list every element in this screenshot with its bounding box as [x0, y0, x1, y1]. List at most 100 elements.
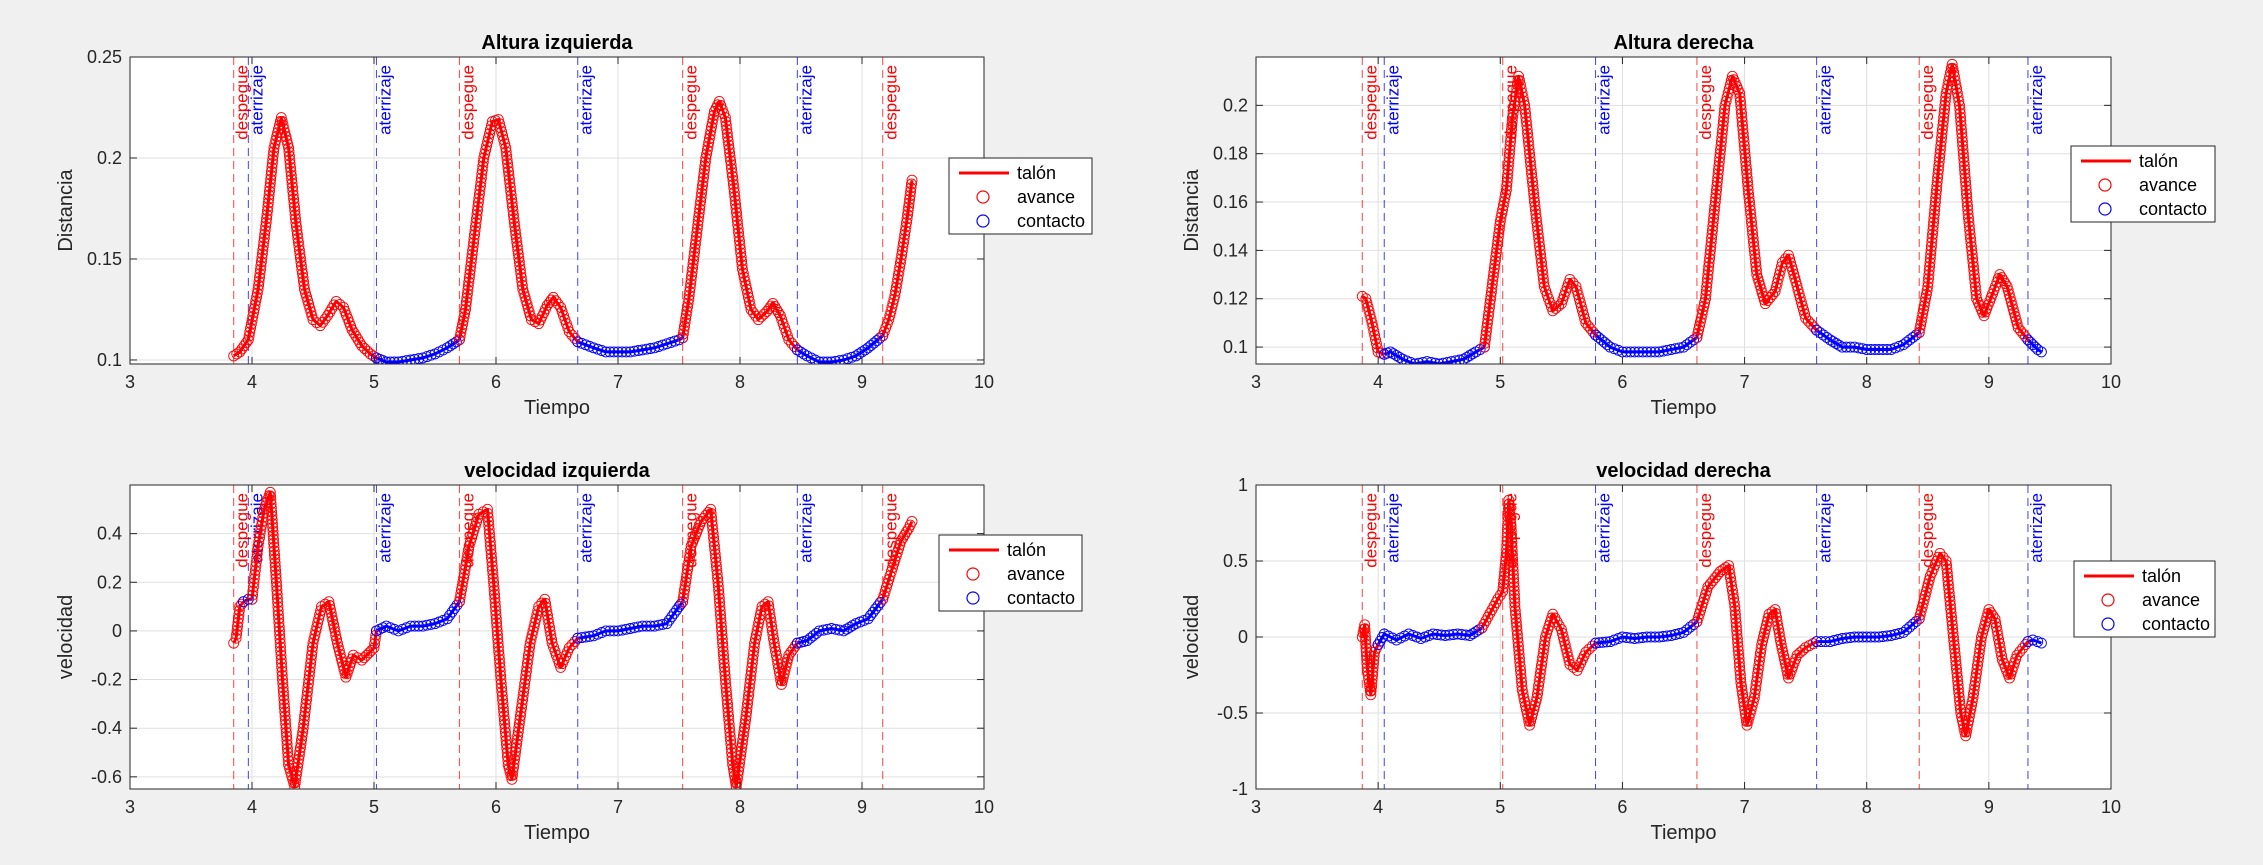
marker-avance: [492, 637, 504, 649]
marker-avance: [1985, 607, 1997, 619]
marker-avance: [478, 152, 490, 164]
marker-avance: [723, 714, 735, 726]
marker-avance: [272, 609, 284, 621]
marker-avance: [471, 516, 482, 528]
marker-avance: [1503, 494, 1515, 506]
marker-avance: [466, 532, 478, 544]
marker-contacto: [1861, 344, 1873, 355]
marker-avance: [735, 247, 747, 259]
marker-avance: [679, 316, 691, 328]
marker-avance: [1956, 132, 1968, 144]
marker-avance: [1946, 58, 1958, 70]
marker-avance: [464, 268, 476, 280]
marker-avance: [254, 268, 266, 280]
marker-contacto: [624, 623, 636, 634]
marker-avance: [1959, 172, 1971, 184]
marker-contacto: [1641, 346, 1653, 358]
marker-avance: [748, 645, 760, 657]
marker-avance: [678, 324, 690, 336]
marker-contacto: [1832, 634, 1844, 645]
marker-avance: [1936, 124, 1948, 135]
marker-avance: [1700, 293, 1711, 305]
marker-avance: [1996, 650, 2008, 662]
marker-avance: [731, 777, 743, 789]
marker-avance: [283, 142, 295, 154]
marker-avance: [472, 205, 483, 216]
marker-avance: [1915, 315, 1927, 327]
marker-avance: [302, 682, 314, 694]
marker-avance: [749, 637, 761, 649]
marker-avance: [1717, 120, 1729, 131]
marker-contacto: [1836, 341, 1848, 353]
marker-contacto: [641, 343, 652, 355]
marker-avance: [776, 675, 788, 687]
marker-contacto: [242, 593, 254, 605]
marker-contacto: [853, 348, 865, 360]
marker-avance: [1500, 188, 1512, 200]
marker-avance: [1528, 704, 1540, 715]
marker-avance: [680, 313, 692, 325]
marker-avance: [1734, 87, 1746, 99]
marker-avance: [1497, 582, 1509, 594]
marker-avance: [482, 511, 494, 523]
marker-avance: [1504, 144, 1516, 156]
x-tick-label: 9: [857, 797, 867, 817]
marker-avance: [301, 690, 313, 702]
marker-avance: [690, 235, 702, 246]
marker-avance: [1958, 160, 1970, 172]
marker-avance: [893, 265, 905, 277]
marker-avance: [536, 597, 548, 609]
marker-avance: [1927, 220, 1939, 232]
marker-avance: [710, 556, 722, 568]
marker-avance: [1586, 640, 1598, 652]
marker-contacto: [377, 355, 389, 364]
marker-avance: [900, 221, 912, 233]
marker-avance: [715, 613, 727, 625]
marker-avance: [1539, 635, 1551, 647]
event-label-aterrizaje: aterrizaje: [577, 493, 596, 563]
marker-avance: [1935, 136, 1947, 148]
marker-avance: [475, 172, 487, 184]
marker-avance: [1559, 639, 1571, 651]
marker-avance: [514, 714, 526, 726]
marker-avance: [1779, 654, 1790, 665]
marker-avance: [1508, 577, 1520, 589]
marker-avance: [728, 182, 740, 194]
marker-avance: [1714, 152, 1726, 164]
marker-avance: [1929, 204, 1941, 216]
marker-avance: [1492, 231, 1504, 243]
marker-avance: [1743, 192, 1755, 204]
marker-avance: [1742, 176, 1753, 188]
marker-avance: [298, 718, 310, 730]
event-label-aterrizaje: aterrizaje: [1595, 65, 1614, 135]
marker-avance: [506, 773, 518, 785]
marker-avance: [1522, 128, 1534, 139]
marker-avance: [904, 193, 916, 205]
marker-avance: [1704, 248, 1716, 260]
marker-avance: [310, 625, 322, 637]
marker-avance: [1745, 212, 1757, 224]
marker-avance: [1726, 584, 1738, 596]
marker-avance: [1717, 124, 1729, 135]
marker-avance: [1949, 643, 1961, 655]
marker-avance: [294, 248, 306, 260]
marker-avance: [1947, 631, 1959, 643]
marker-avance: [896, 249, 908, 261]
marker-avance: [1772, 619, 1784, 631]
chart-title: velocidad izquierda: [464, 460, 650, 482]
marker-avance: [1536, 261, 1548, 272]
marker-avance: [1515, 672, 1527, 684]
marker-avance: [542, 609, 553, 621]
marker-contacto: [649, 342, 661, 354]
marker-avance: [328, 622, 340, 634]
marker-avance: [293, 240, 305, 252]
marker-avance: [1538, 639, 1550, 651]
marker-avance: [331, 633, 343, 645]
marker-avance: [1502, 507, 1514, 518]
marker-avance: [461, 552, 473, 564]
marker-avance: [1954, 107, 1966, 119]
marker-avance: [1553, 300, 1564, 312]
marker-avance: [731, 773, 743, 785]
marker-avance: [888, 293, 900, 305]
marker-avance: [1501, 176, 1513, 188]
